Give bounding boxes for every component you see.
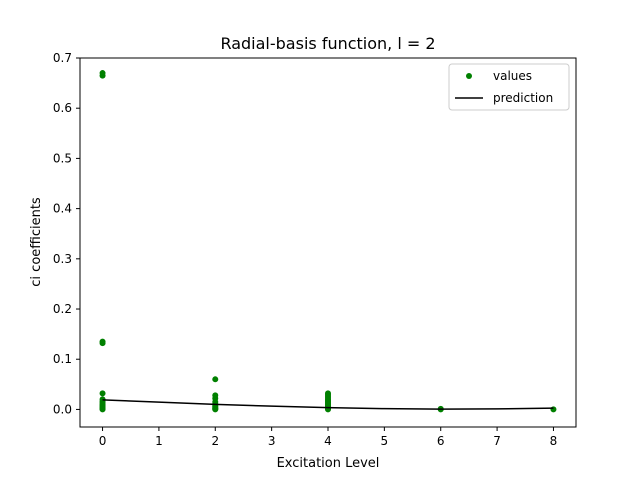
values-point [99,340,106,347]
y-tick-label: 0.5 [53,151,72,165]
x-tick-label: 6 [437,434,445,448]
x-tick-label: 5 [381,434,389,448]
values-point [99,390,106,397]
legend-label: values [493,69,532,83]
chart-title: Radial-basis function, l = 2 [220,34,435,53]
y-tick-label: 0.2 [53,302,72,316]
values-point [99,406,106,413]
x-tick-label: 1 [155,434,163,448]
x-tick-label: 3 [268,434,276,448]
prediction-line [102,399,554,410]
x-tick-label: 8 [550,434,558,448]
values-point [212,406,219,413]
y-tick-label: 0.0 [53,402,72,416]
x-tick-label: 0 [99,434,107,448]
legend-point-marker [466,73,472,79]
x-tick-label: 7 [493,434,501,448]
legend-label: prediction [493,91,553,105]
y-tick-label: 0.1 [53,352,72,366]
values-point [99,72,106,79]
y-axis-label: ci coefficients [29,197,44,287]
x-tick-label: 4 [324,434,332,448]
y-tick-label: 0.6 [53,101,72,115]
y-tick-label: 0.7 [53,51,72,65]
values-point [212,376,219,383]
x-tick-label: 2 [211,434,219,448]
plot-area [99,70,557,413]
y-tick-label: 0.4 [53,202,72,216]
legend: values prediction [448,63,570,111]
values-point [550,406,557,413]
y-tick-label: 0.3 [53,252,72,266]
x-axis-label: Excitation Level [277,456,380,471]
